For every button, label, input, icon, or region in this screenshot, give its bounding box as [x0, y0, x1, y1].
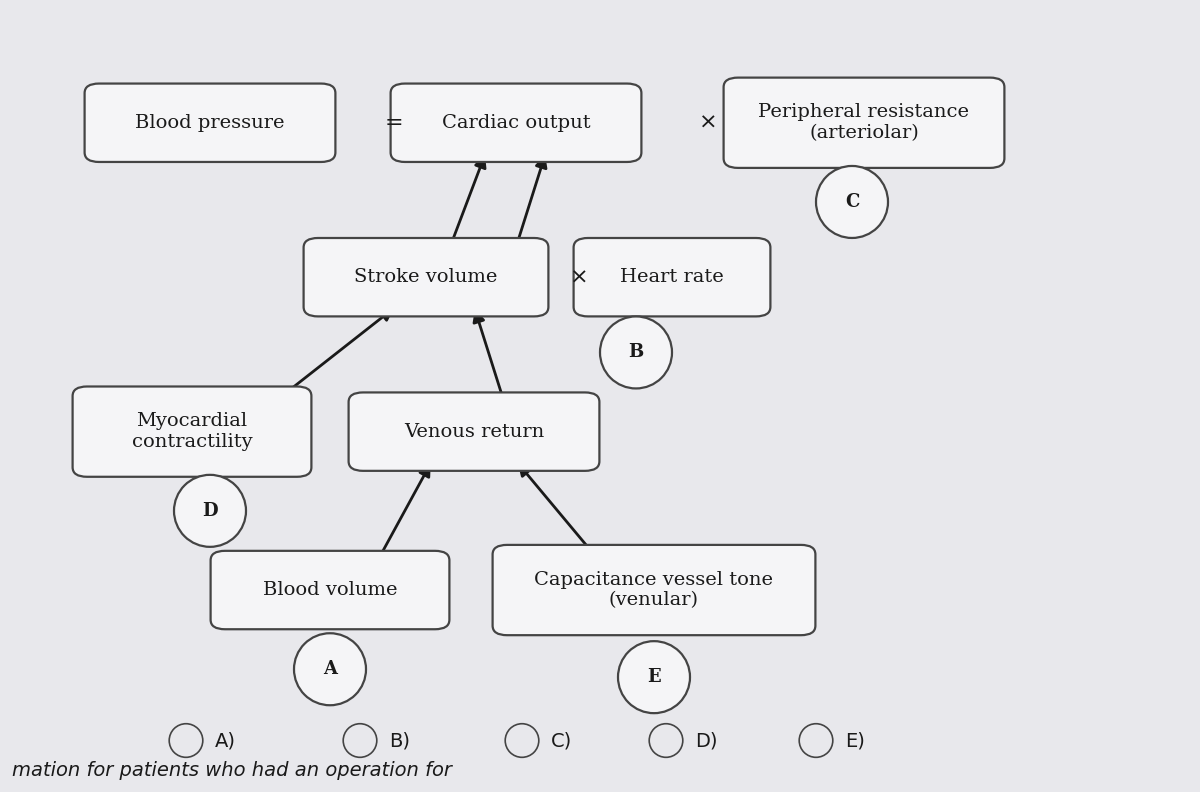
Text: Cardiac output: Cardiac output: [442, 114, 590, 131]
Text: B: B: [629, 344, 643, 361]
Text: Stroke volume: Stroke volume: [354, 268, 498, 286]
FancyBboxPatch shape: [211, 551, 449, 629]
Ellipse shape: [294, 634, 366, 705]
Text: C): C): [551, 731, 572, 750]
Ellipse shape: [649, 724, 683, 757]
Text: Myocardial
contractility: Myocardial contractility: [132, 413, 252, 451]
Text: A): A): [215, 731, 236, 750]
Text: E): E): [845, 731, 865, 750]
FancyBboxPatch shape: [348, 392, 600, 470]
Text: B): B): [389, 731, 410, 750]
Ellipse shape: [799, 724, 833, 757]
FancyBboxPatch shape: [724, 78, 1004, 168]
Text: E: E: [647, 668, 661, 686]
Text: Blood volume: Blood volume: [263, 581, 397, 599]
Ellipse shape: [343, 724, 377, 757]
FancyBboxPatch shape: [391, 83, 641, 162]
Text: Heart rate: Heart rate: [620, 268, 724, 286]
FancyBboxPatch shape: [493, 545, 816, 635]
Ellipse shape: [816, 166, 888, 238]
Ellipse shape: [618, 642, 690, 713]
FancyBboxPatch shape: [304, 238, 548, 316]
Text: A: A: [323, 661, 337, 678]
Text: D): D): [695, 731, 718, 750]
Text: Blood pressure: Blood pressure: [136, 114, 284, 131]
Text: mation for patients who had an operation for: mation for patients who had an operation…: [12, 761, 452, 780]
Text: =: =: [384, 112, 403, 133]
Ellipse shape: [505, 724, 539, 757]
Ellipse shape: [600, 317, 672, 388]
Ellipse shape: [174, 475, 246, 546]
Text: Peripheral resistance
(arteriolar): Peripheral resistance (arteriolar): [758, 104, 970, 142]
Text: Venous return: Venous return: [404, 423, 544, 440]
Text: D: D: [202, 502, 218, 520]
Text: ×: ×: [698, 112, 718, 133]
FancyBboxPatch shape: [574, 238, 770, 316]
Text: ×: ×: [570, 267, 589, 287]
FancyBboxPatch shape: [73, 386, 312, 477]
Text: Capacitance vessel tone
(venular): Capacitance vessel tone (venular): [534, 571, 774, 609]
Ellipse shape: [169, 724, 203, 757]
FancyBboxPatch shape: [84, 83, 336, 162]
Text: C: C: [845, 193, 859, 211]
